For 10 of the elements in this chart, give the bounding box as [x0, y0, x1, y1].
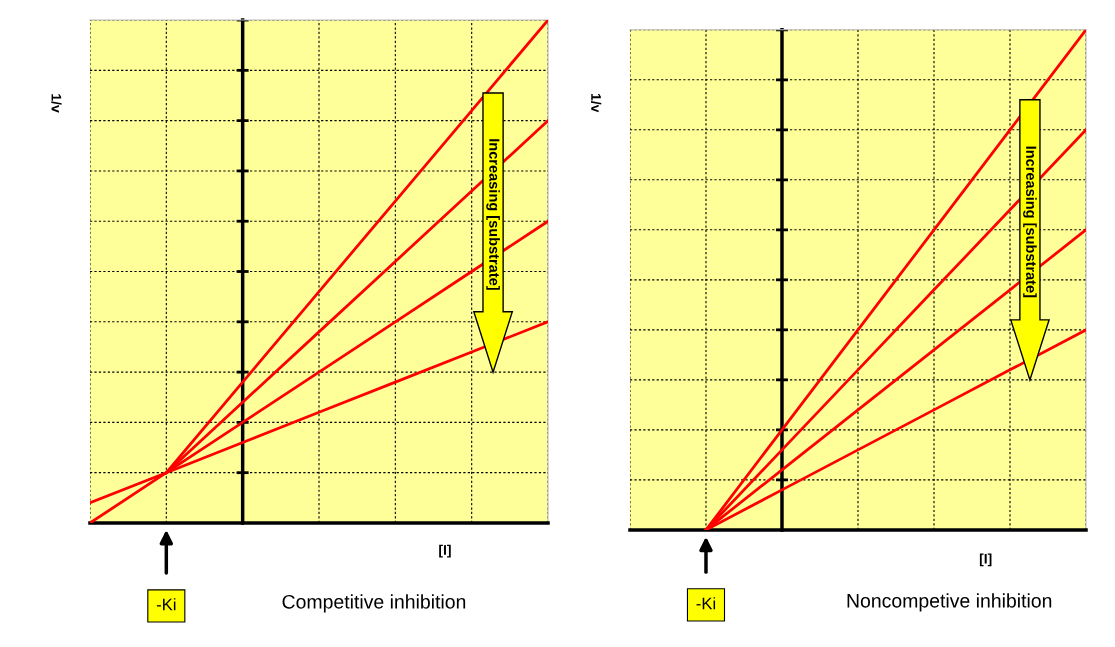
text: Noncompetive inhibition	[847, 593, 1052, 612]
text: Competitive inhibition	[282, 594, 466, 613]
x-axis-title: [I]	[979, 553, 992, 567]
annotation: Increasing [substrate]	[486, 139, 500, 290]
y-axis-title: 1/v	[590, 94, 602, 113]
y-axis-title: 1/v	[51, 94, 62, 113]
annotation: Increasing [substrate]	[1023, 146, 1037, 298]
text: -Ki	[156, 598, 176, 611]
x-axis-title: [I]	[439, 544, 451, 558]
text: -Ki	[696, 597, 716, 610]
